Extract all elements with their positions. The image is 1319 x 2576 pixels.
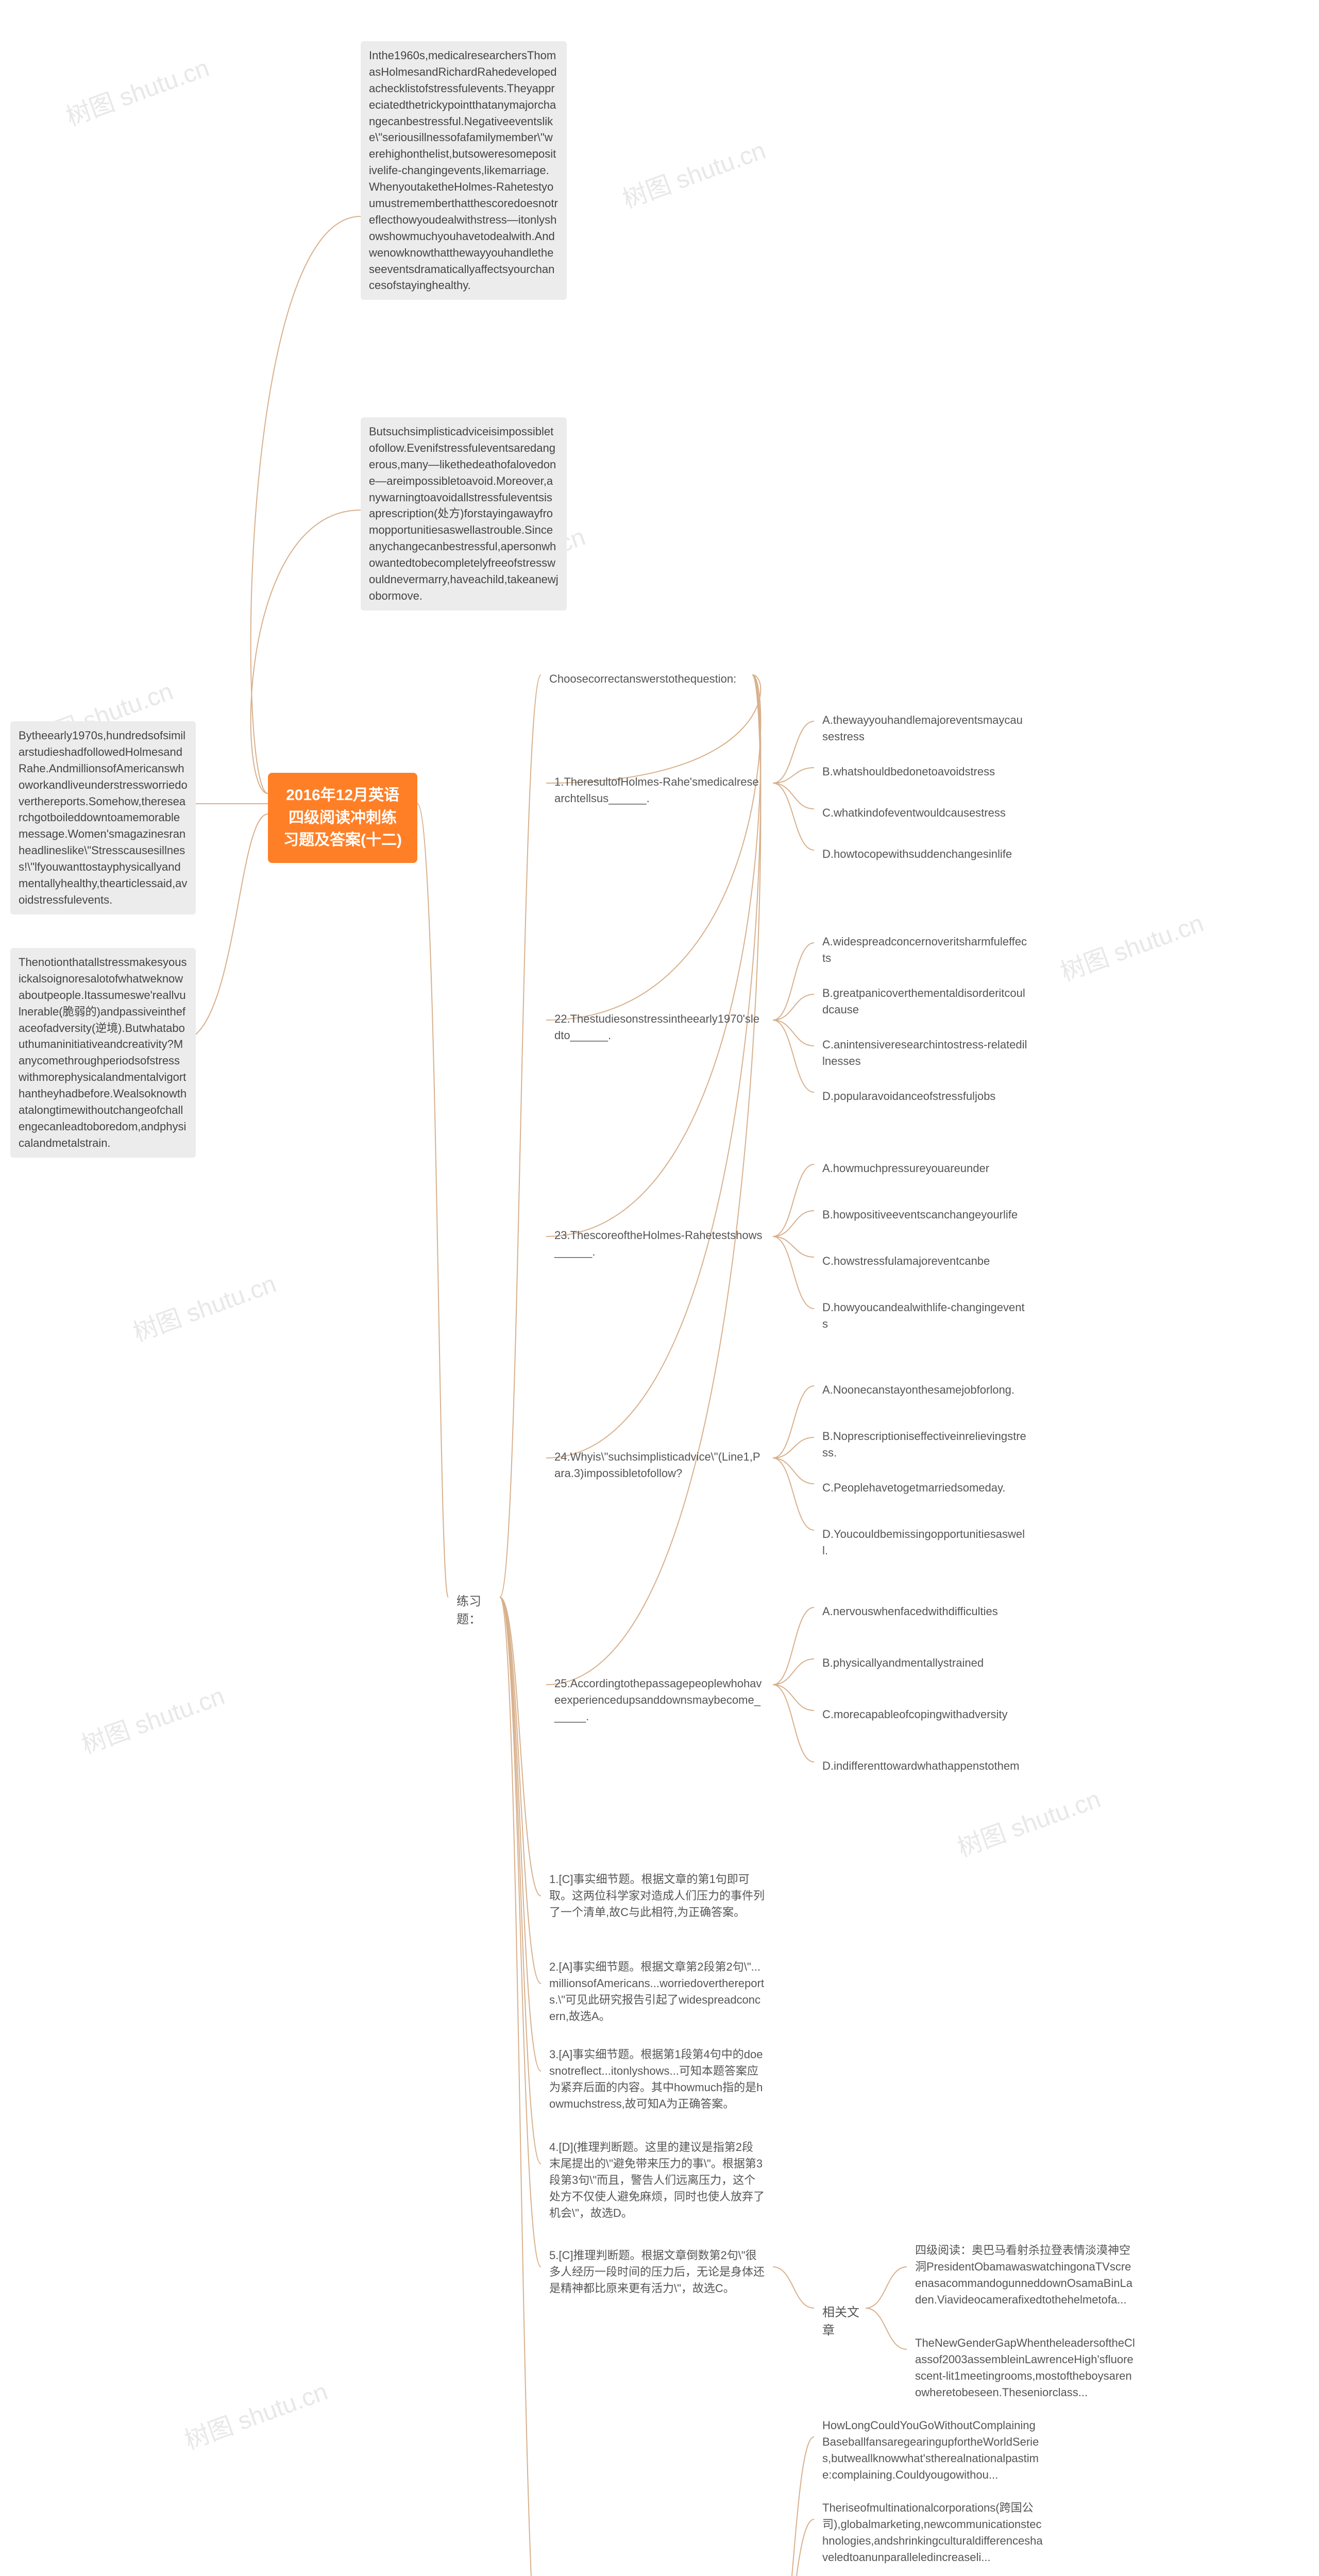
q5-b: B.physicallyandmentallystrained: [814, 1649, 1036, 1677]
bottom-2: Theriseofmultinationalcorporations(跨国公司)…: [814, 2494, 1051, 2572]
q3-stem: 23.ThescoreoftheHolmes-Rahetestshows____…: [546, 1221, 773, 1266]
q2-b: B.greatpanicoverthementaldisorderitcould…: [814, 979, 1036, 1024]
q5-stem: 25.Accordingtothepassagepeoplewhohaveexp…: [546, 1669, 773, 1731]
q4-a: A.Noonecanstayonthesamejobforlong.: [814, 1376, 1036, 1404]
answer-4: 4.[D](推理判断题。这里的建议是指第2段末尾提出的\"避免带来压力的事\"。…: [541, 2133, 773, 2227]
q1-stem: 1.TheresultofHolmes-Rahe'smedicalresearc…: [546, 768, 768, 813]
passage-p2: Butsuchsimplisticadviceisimpossibletofol…: [361, 417, 567, 611]
answer-1: 1.[C]事实细节题。根据文章的第1句即可取。这两位科学家对造成人们压力的事件列…: [541, 1865, 773, 1927]
q4-b: B.Noprescriptioniseffectiveinrelievingst…: [814, 1422, 1036, 1467]
q4-c: C.Peoplehavetogetmarriedsomeday.: [814, 1473, 1036, 1502]
q4-stem: 24.Whyis\"suchsimplisticadvice\"(Line1,P…: [546, 1443, 773, 1488]
choose-label: Choosecorrectanswerstothequestion:: [541, 665, 763, 693]
q4-d: D.Youcouldbemissingopportunitiesaswell.: [814, 1520, 1036, 1565]
answer-2: 2.[A]事实细节题。根据文章第2段第2句\"...millionsofAmer…: [541, 1953, 773, 2031]
q5-c: C.morecapableofcopingwithadversity: [814, 1700, 1036, 1729]
q5-a: A.nervouswhenfacedwithdifficulties: [814, 1597, 1036, 1626]
related-1: 四级阅读：奥巴马看射杀拉登表情淡漠神空洞PresidentObamawaswat…: [907, 2236, 1144, 2314]
related-label: 相关文章: [814, 2298, 871, 2346]
q1-a: A.thewayyouhandlemajoreventsmaycausestre…: [814, 706, 1036, 751]
q1-c: C.whatkindofeventwouldcausestress: [814, 799, 1036, 827]
answer-5: 5.[C]推理判断题。根据文章倒数第2句\"很多人经历一段时间的压力后，无论是身…: [541, 2241, 773, 2303]
passage-p1: Inthe1960s,medicalresearchersThomasHolme…: [361, 41, 567, 300]
q3-c: C.howstressfulamajoreventcanbe: [814, 1247, 1036, 1276]
q2-stem: 22.Thestudiesonstressintheearly1970'sled…: [546, 1005, 768, 1050]
q1-b: B.whatshouldbedonetoavoidstress: [814, 757, 1036, 786]
related-2: TheNewGenderGapWhentheleadersoftheClasso…: [907, 2329, 1144, 2407]
passage-p4: Thenotionthatallstressmakesyousickalsoig…: [10, 948, 196, 1158]
passage-p3: Bytheearly1970s,hundredsofsimilarstudies…: [10, 721, 196, 914]
q3-a: A.howmuchpressureyouareunder: [814, 1154, 1036, 1183]
q2-d: D.popularavoidanceofstressfuljobs: [814, 1082, 1036, 1111]
practice-label: 练习题：: [448, 1587, 510, 1635]
answer-3: 3.[A]事实细节题。根据第1段第4句中的doesnotreflect...it…: [541, 2040, 773, 2119]
q1-d: D.howtocopewithsuddenchangesinlife: [814, 840, 1036, 869]
q2-a: A.widespreadconcernoveritsharmfuleffects: [814, 927, 1036, 973]
bottom-1: HowLongCouldYouGoWithoutComplainingBaseb…: [814, 2411, 1051, 2489]
q2-c: C.anintensiveresearchintostress-relatedi…: [814, 1030, 1036, 1076]
q5-d: D.indifferenttowardwhathappenstothem: [814, 1752, 1036, 1781]
q3-b: B.howpositiveeventscanchangeyourlife: [814, 1200, 1036, 1229]
root-node: 2016年12月英语四级阅读冲刺练习题及答案(十二): [268, 773, 417, 863]
q3-d: D.howyoucandealwithlife-changingevents: [814, 1293, 1036, 1338]
